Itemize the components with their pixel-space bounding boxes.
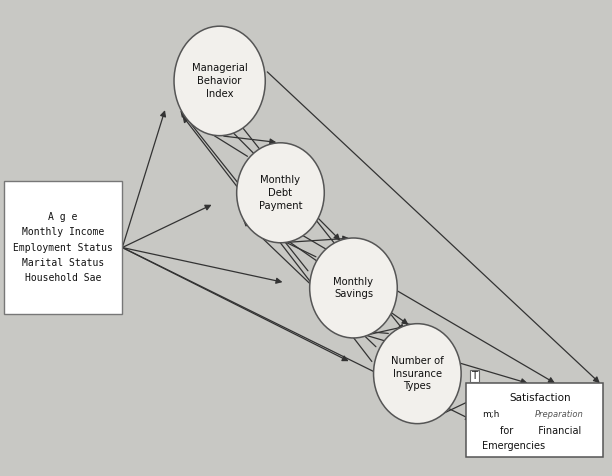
Text: Managerial
Behavior
Index: Managerial Behavior Index bbox=[192, 63, 247, 99]
Text: for        Financial: for Financial bbox=[500, 426, 581, 436]
Text: Preparation: Preparation bbox=[534, 410, 583, 419]
Ellipse shape bbox=[237, 143, 324, 243]
Text: Monthly
Debt
Payment: Monthly Debt Payment bbox=[259, 175, 302, 210]
Text: Emergencies: Emergencies bbox=[482, 441, 545, 451]
Text: T: T bbox=[471, 371, 477, 381]
Text: Monthly
Savings: Monthly Savings bbox=[334, 277, 373, 299]
FancyBboxPatch shape bbox=[466, 383, 603, 457]
Text: A g e
Monthly Income
Employment Status
Marital Status
Household Sae: A g e Monthly Income Employment Status M… bbox=[13, 212, 113, 283]
Ellipse shape bbox=[174, 26, 265, 136]
FancyBboxPatch shape bbox=[4, 181, 122, 314]
Ellipse shape bbox=[310, 238, 397, 338]
Text: Satisfaction: Satisfaction bbox=[510, 393, 572, 403]
Text: m;h: m;h bbox=[482, 410, 499, 419]
Ellipse shape bbox=[373, 324, 461, 424]
Text: Number of
Insurance
Types: Number of Insurance Types bbox=[391, 356, 444, 391]
